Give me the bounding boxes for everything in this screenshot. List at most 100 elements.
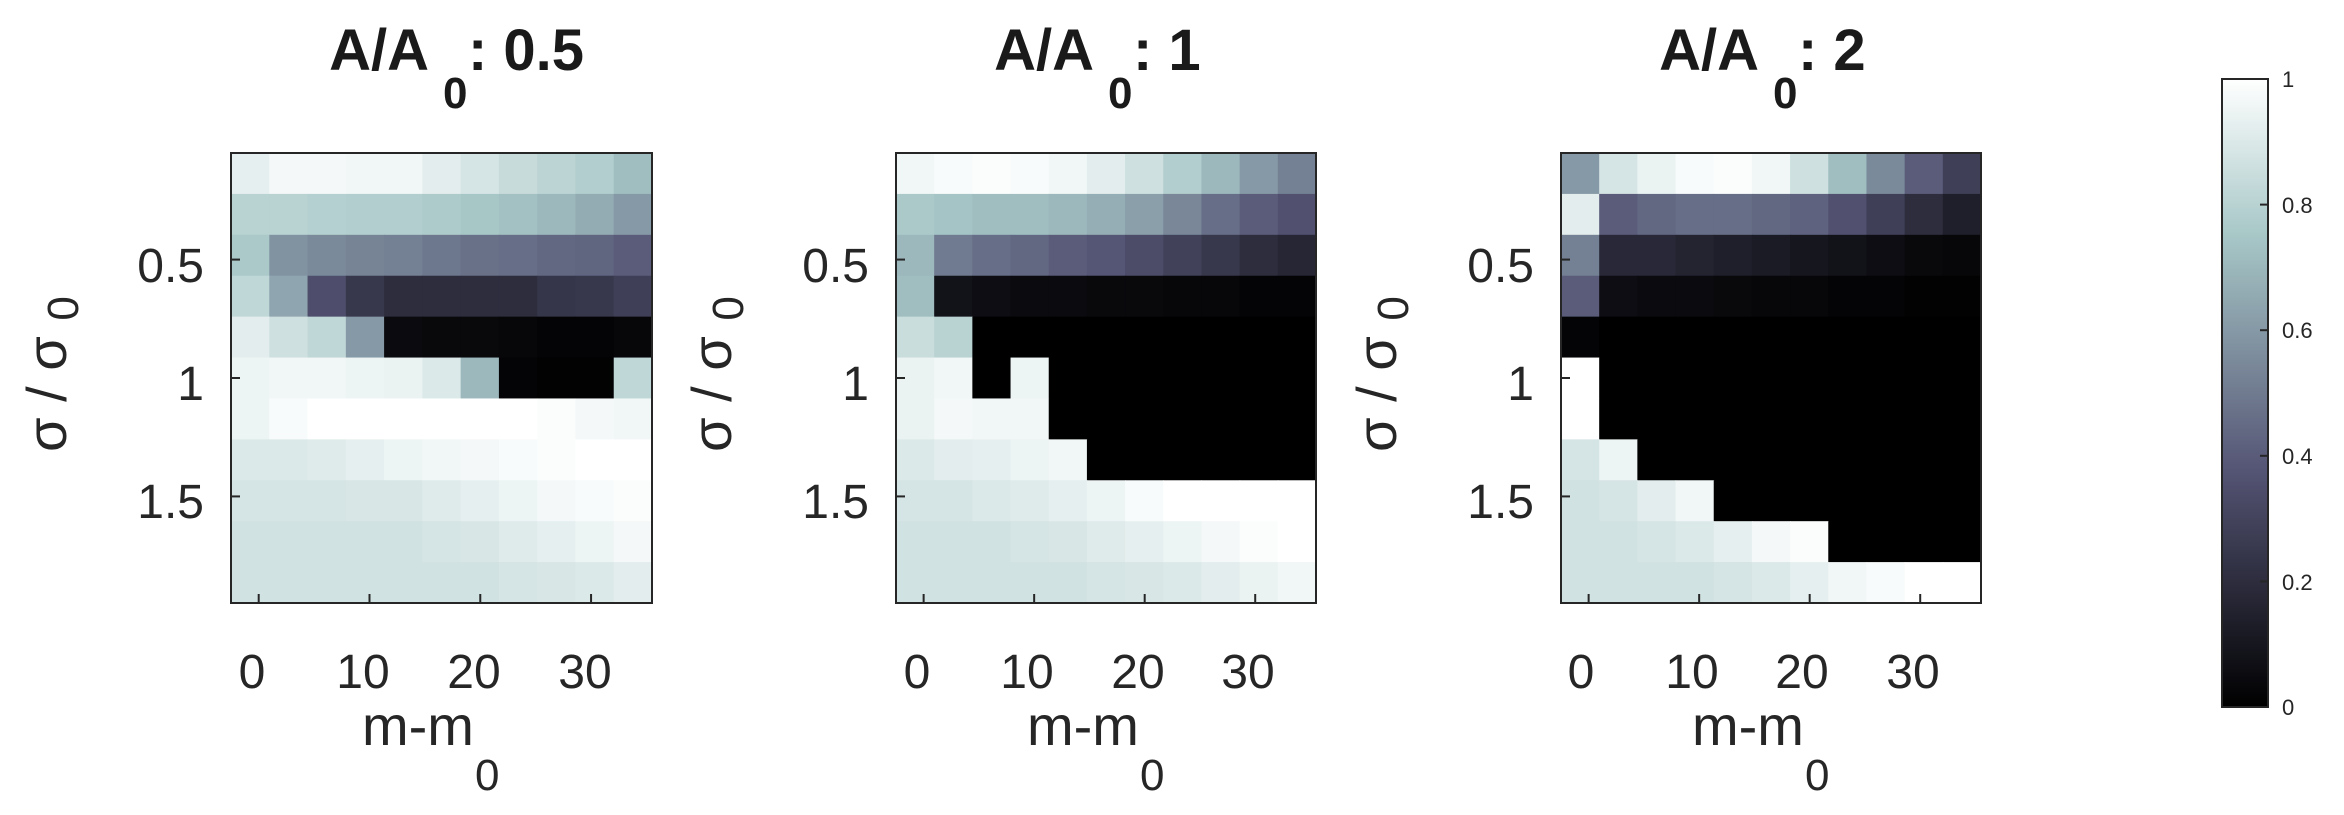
- panel-2-title-main: A/A: [994, 18, 1093, 83]
- heatmap-cell: [1904, 153, 1944, 195]
- heatmap-cell: [269, 234, 309, 277]
- heatmap-cell: [1239, 439, 1279, 481]
- heatmap-cell: [575, 357, 615, 400]
- panel-1-xtick-label: 0: [239, 646, 266, 699]
- colorbar-tick-label: 0.4: [2282, 444, 2313, 469]
- panel-2-ytick-label: 1.5: [802, 476, 869, 529]
- heatmap-cell: [384, 153, 423, 195]
- heatmap-cell: [972, 439, 1012, 481]
- panel-3-xlabel-main: m-m: [1692, 694, 1804, 757]
- heatmap-cell: [1942, 562, 1982, 604]
- heatmap-cell: [1942, 316, 1982, 359]
- heatmap-cell: [422, 316, 462, 359]
- heatmap-cell: [1675, 521, 1715, 563]
- heatmap-cell: [1010, 316, 1050, 359]
- colorbar-tick-label: 0.8: [2282, 193, 2313, 218]
- heatmap-cell: [1904, 316, 1944, 359]
- heatmap-cell: [1790, 521, 1829, 563]
- heatmap-cell: [1163, 193, 1203, 236]
- heatmap-cell: [934, 193, 973, 236]
- heatmap-cell: [537, 234, 577, 277]
- heatmap-cell: [1277, 193, 1317, 236]
- heatmap-cell: [269, 357, 309, 400]
- heatmap-cell: [1637, 439, 1677, 481]
- heatmap-cell: [972, 316, 1012, 359]
- panel-1-title-value: : 0.5: [468, 18, 584, 83]
- heatmap-cell: [1637, 357, 1677, 400]
- heatmap-cell: [1163, 357, 1203, 400]
- heatmap-cell: [269, 439, 309, 481]
- heatmap-cell: [1277, 439, 1317, 481]
- heatmap-cell: [1866, 193, 1906, 236]
- heatmap-cell: [537, 357, 577, 400]
- heatmap-cell: [422, 521, 462, 563]
- heatmap-cell: [345, 439, 385, 481]
- panel-1-cells: [231, 153, 653, 604]
- panel-2-ytick-labels: 0.5 1 1.5: [802, 240, 869, 529]
- heatmap-cell: [1163, 562, 1203, 604]
- heatmap-cell: [1277, 398, 1317, 440]
- panel-3-ytick-label: 1: [1507, 358, 1534, 411]
- heatmap-cell: [307, 234, 347, 277]
- heatmap-cell: [1048, 398, 1088, 440]
- heatmap-cell: [498, 398, 538, 440]
- heatmap-cell: [1086, 193, 1126, 236]
- heatmap-cell: [1637, 562, 1677, 604]
- heatmap-cell: [1599, 521, 1638, 563]
- heatmap-cell: [422, 398, 462, 440]
- heatmap-cell: [1561, 521, 1600, 563]
- panel-1-xticks: [257, 594, 593, 603]
- heatmap-cell: [384, 521, 423, 563]
- heatmap-cell: [1561, 439, 1600, 481]
- heatmap-cell: [1599, 193, 1638, 236]
- heatmap-cell: [1904, 275, 1944, 318]
- heatmap-cell: [1904, 234, 1944, 277]
- panel-2-ytick-label: 0.5: [802, 240, 869, 293]
- heatmap-cell: [1713, 480, 1753, 522]
- panel-2-xlabel: m-m 0: [1027, 694, 1164, 800]
- heatmap-cell: [1010, 357, 1050, 400]
- panel-2: A/A 0 : 1 0 10 20 30 0.5 1 1.5 m-m 0 σ /…: [680, 18, 1317, 800]
- panel-1-ylabel-main: σ / σ: [15, 336, 78, 452]
- heatmap-cell: [1163, 234, 1203, 277]
- panel-2-xticks: [922, 594, 1257, 603]
- heatmap-cell: [384, 398, 423, 440]
- heatmap-cell: [1086, 234, 1126, 277]
- heatmap-cell: [1866, 234, 1906, 277]
- heatmap-cell: [1010, 439, 1050, 481]
- heatmap-cell: [613, 398, 653, 440]
- heatmap-cell: [1828, 562, 1868, 604]
- heatmap-cell: [1086, 316, 1126, 359]
- heatmap-cell: [1713, 521, 1753, 563]
- panel-1-ylabel-sub: 0: [39, 296, 88, 320]
- heatmap-cell: [269, 480, 309, 522]
- heatmap-cell: [972, 357, 1012, 400]
- heatmap-cell: [1239, 398, 1279, 440]
- heatmap-cell: [1599, 234, 1638, 277]
- heatmap-cell: [1201, 439, 1241, 481]
- heatmap-cell: [1713, 275, 1753, 318]
- panel-1-ylabel: σ / σ 0: [15, 296, 88, 452]
- heatmap-cell: [307, 398, 347, 440]
- heatmap-cell: [1163, 316, 1203, 359]
- heatmap-cell: [422, 562, 462, 604]
- heatmap-cell: [1866, 153, 1906, 195]
- colorbar-tick-labels: 0 0.2 0.4 0.6 0.8 1: [2282, 67, 2313, 720]
- heatmap-cell: [345, 562, 385, 604]
- heatmap-cell: [231, 193, 270, 236]
- heatmap-cell: [460, 153, 500, 195]
- heatmap-cell: [1866, 562, 1906, 604]
- heatmap-cell: [972, 521, 1012, 563]
- heatmap-cell: [1201, 275, 1241, 318]
- heatmap-cell: [1904, 480, 1944, 522]
- heatmap-cell: [1599, 153, 1638, 195]
- panel-1-xlabel-main: m-m: [362, 694, 474, 757]
- heatmap-cell: [972, 398, 1012, 440]
- panel-3: A/A 0 : 2 0 10 20 30 0.5 1 1.5 m-m 0 σ /…: [1345, 18, 1982, 800]
- heatmap-cell: [1201, 234, 1241, 277]
- heatmap-cell: [1942, 439, 1982, 481]
- heatmap-cell: [934, 357, 973, 400]
- heatmap-cell: [537, 439, 577, 481]
- panel-1-ytick-label: 1.5: [137, 476, 204, 529]
- heatmap-cell: [1239, 153, 1279, 195]
